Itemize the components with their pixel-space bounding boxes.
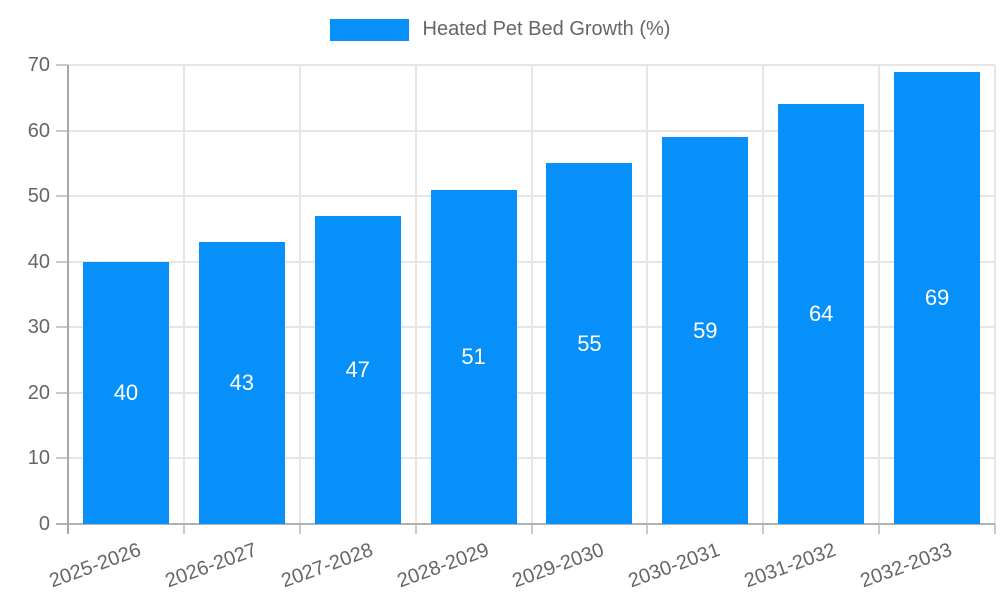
y-axis-tick-mark <box>56 64 68 66</box>
y-axis-tick-mark <box>56 129 68 132</box>
x-axis-tick-mark <box>878 524 881 534</box>
x-axis-tick-mark <box>994 524 996 534</box>
gridline-vertical <box>414 65 417 524</box>
bar-value-label: 51 <box>461 343 486 369</box>
x-axis-tick-label: 2025-2026 <box>46 538 144 593</box>
bar-value-label: 43 <box>229 370 255 396</box>
bar-value-label: 69 <box>924 284 950 310</box>
bar-value-label: 40 <box>113 379 139 405</box>
legend-swatch-icon <box>329 18 409 41</box>
bar <box>662 137 749 524</box>
y-axis-tick-label: 40 <box>27 250 50 273</box>
x-axis-tick-mark <box>530 524 533 534</box>
bar-value-label: 47 <box>345 356 370 382</box>
y-axis-tick-label: 50 <box>27 185 50 208</box>
gridline-vertical <box>646 65 649 524</box>
y-axis-tick-label: 30 <box>27 316 50 339</box>
y-axis-tick-label: 70 <box>27 54 50 76</box>
x-axis-tick-label: 2028-2029 <box>394 538 492 593</box>
x-axis-tick-label: 2027-2028 <box>278 538 376 593</box>
gridline-vertical <box>994 65 996 524</box>
x-axis-tick-label: 2026-2027 <box>162 538 260 593</box>
x-axis-baseline <box>56 523 995 525</box>
bar <box>198 242 285 524</box>
bar <box>314 215 401 524</box>
x-axis-tick-mark <box>182 524 185 534</box>
bar <box>546 163 633 524</box>
y-axis-tick-mark <box>56 457 68 460</box>
gridline-vertical <box>530 65 533 524</box>
x-axis-tick-mark <box>298 524 301 534</box>
bar-value-label: 64 <box>808 301 834 327</box>
bar <box>430 189 517 524</box>
x-axis-tick-label: 2032-2033 <box>857 538 955 593</box>
bar-value-label: 59 <box>693 317 718 343</box>
gridline-vertical <box>298 65 301 524</box>
bar <box>894 71 981 524</box>
y-axis-tick-mark <box>56 260 68 263</box>
y-axis-tick-mark <box>56 391 68 394</box>
gridline-vertical <box>182 65 185 524</box>
legend[interactable]: Heated Pet Bed Growth (%) <box>0 18 1000 41</box>
y-axis-tick-mark <box>56 326 68 329</box>
bar <box>778 104 865 524</box>
y-axis-line <box>67 65 69 534</box>
x-axis-tick-label: 2031-2032 <box>741 538 840 593</box>
bar-value-label: 55 <box>577 330 602 356</box>
x-axis-tick-label: 2029-2030 <box>509 538 608 593</box>
x-axis-tick-mark <box>762 524 765 534</box>
y-axis-tick-label: 0 <box>38 513 50 535</box>
gridline-vertical <box>762 65 765 524</box>
x-axis-tick-label: 2030-2031 <box>625 538 724 593</box>
y-axis-tick-label: 60 <box>27 119 50 142</box>
y-axis-tick-mark <box>56 195 68 198</box>
legend-label: Heated Pet Bed Growth (%) <box>422 18 671 40</box>
bar <box>82 261 169 524</box>
x-axis-tick-mark <box>646 524 649 534</box>
gridline-vertical <box>878 65 881 524</box>
y-axis-tick-label: 10 <box>27 447 50 470</box>
x-axis-tick-mark <box>414 524 417 534</box>
y-axis-tick-label: 20 <box>27 381 50 404</box>
